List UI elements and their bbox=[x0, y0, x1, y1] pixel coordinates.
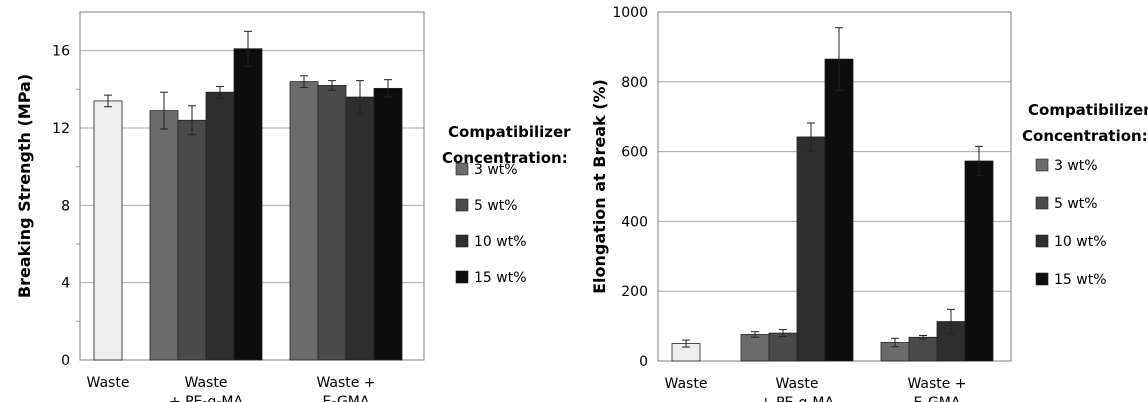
bar-15wtpct bbox=[964, 160, 994, 362]
bar-5wtpct bbox=[768, 332, 798, 362]
bar-10wtpct bbox=[205, 91, 235, 361]
legend-swatch bbox=[1035, 158, 1049, 172]
legend-swatch bbox=[455, 270, 469, 284]
bar-3wtpct bbox=[289, 81, 319, 361]
y-tick-label: 200 bbox=[621, 284, 648, 300]
x-category-label: Waste bbox=[87, 375, 130, 391]
legend-title: Compatibilizer bbox=[1028, 101, 1148, 119]
y-tick-label: 16 bbox=[52, 44, 70, 60]
legend-swatch bbox=[1035, 196, 1049, 210]
y-tick-label: 8 bbox=[61, 198, 70, 214]
legend-title: Concentration: bbox=[442, 149, 568, 167]
legend: Compatibilizer Concentration:3 wt% 5 wt% 10… bbox=[442, 123, 571, 286]
bar-waste bbox=[93, 100, 123, 361]
legend-label: 5 wt% bbox=[474, 198, 518, 214]
legend-swatch bbox=[455, 234, 469, 248]
y-tick-label: 600 bbox=[621, 145, 648, 161]
bar-5wtpct bbox=[317, 85, 347, 361]
legend: Compatibilizer Concentration: 3 wt% 5 wt% 10… bbox=[1022, 101, 1148, 288]
x-category-label: + PE-g-MA bbox=[760, 395, 835, 402]
legend-label: 5 wt% bbox=[1054, 196, 1098, 212]
bar-10wtpct bbox=[345, 96, 375, 361]
legend-label: 15 wt% bbox=[474, 270, 527, 286]
legend-swatch bbox=[1035, 272, 1049, 286]
x-category-label: E-GMA bbox=[323, 394, 370, 402]
y-tick-label: 0 bbox=[639, 354, 648, 370]
bar-15wtpct bbox=[233, 48, 263, 361]
legend-label: 15 wt% bbox=[1054, 272, 1107, 288]
bar-5wtpct bbox=[908, 336, 938, 362]
legend-swatch bbox=[455, 162, 469, 176]
legend-title: Compatibilizer bbox=[448, 123, 571, 141]
y-tick-label: 4 bbox=[61, 276, 70, 292]
chart-2: 0 200 400 600 800 1000 Elongation at Break (%)… bbox=[590, 5, 1148, 402]
bar-15wtpct bbox=[373, 87, 403, 361]
legend-swatch bbox=[1035, 234, 1049, 248]
legend-label: 3 wt% bbox=[1054, 158, 1098, 174]
x-category-label: E-GMA bbox=[914, 395, 961, 402]
bar-10wtpct bbox=[796, 136, 826, 362]
y-axis-label: Elongation at Break (%) bbox=[590, 79, 609, 294]
bar-5wtpct bbox=[177, 119, 207, 361]
x-category-label: Waste bbox=[776, 376, 819, 392]
legend-label: 3 wt% bbox=[474, 162, 518, 178]
y-tick-label: 12 bbox=[52, 121, 70, 137]
bar-3wtpct bbox=[149, 110, 179, 361]
bar-3wtpct bbox=[740, 334, 770, 362]
legend-label: 10 wt% bbox=[474, 234, 527, 250]
x-category-label: + PE-g-MA bbox=[169, 394, 244, 402]
y-tick-label: 0 bbox=[61, 353, 70, 369]
y-tick-label: 800 bbox=[621, 75, 648, 91]
legend-swatch bbox=[455, 198, 469, 212]
x-category-label: Waste bbox=[185, 375, 228, 391]
x-category-label: Waste + bbox=[316, 375, 375, 391]
y-axis-label: Breaking Strength (MPa) bbox=[15, 74, 34, 298]
legend-title: Concentration: bbox=[1022, 127, 1148, 145]
chart-1: 0 4 8 12 16 Breaking Strength (MPa) Waste Waste… bbox=[15, 11, 571, 402]
x-category-label: Waste + bbox=[907, 376, 966, 392]
bar-15wtpct bbox=[824, 58, 854, 362]
legend-label: 10 wt% bbox=[1054, 234, 1107, 250]
x-category-label: Waste bbox=[665, 376, 708, 392]
y-tick-label: 400 bbox=[621, 214, 648, 230]
y-tick-label: 1000 bbox=[612, 5, 648, 21]
